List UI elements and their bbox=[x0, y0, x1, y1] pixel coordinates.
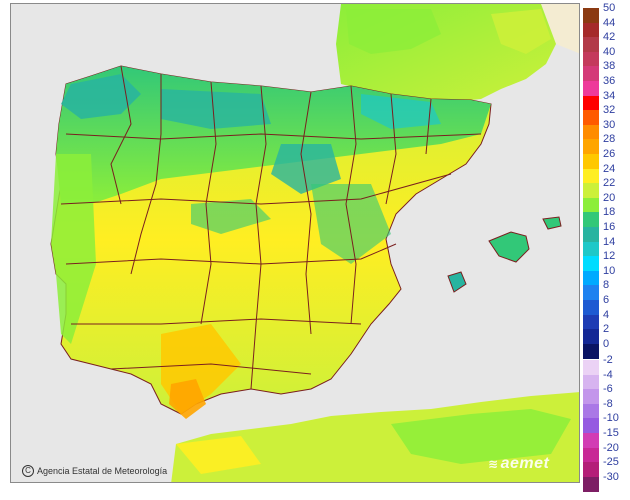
legend-swatch-pos-2 bbox=[583, 37, 599, 53]
legend-swatch-pos-11 bbox=[583, 168, 599, 184]
legend-label-pos-23: 0 bbox=[603, 337, 610, 350]
legend-label-pos-0: 50 bbox=[603, 2, 616, 14]
credit-text: C Agencia Estatal de Meteorología bbox=[22, 465, 167, 477]
menorca bbox=[542, 216, 562, 230]
legend-label-pos-17: 12 bbox=[603, 250, 616, 263]
legend-label-pos-2: 42 bbox=[603, 31, 616, 44]
legend-swatch-pos-20 bbox=[583, 300, 599, 316]
france-warm-patch bbox=[491, 9, 551, 54]
morocco-warm-patch bbox=[176, 436, 261, 474]
legend-swatch-pos-14 bbox=[583, 212, 599, 228]
legend-label-pos-5: 36 bbox=[603, 75, 616, 87]
legend-label-neg-0: -2 bbox=[603, 354, 613, 366]
legend-swatch-neg-8 bbox=[583, 476, 599, 492]
legend-label-pos-7: 32 bbox=[603, 104, 616, 117]
legend-swatch-neg-5 bbox=[583, 433, 599, 449]
legend-swatch-neg-0 bbox=[583, 360, 599, 376]
cantabria-cool-patch bbox=[161, 89, 271, 129]
legend-label-pos-18: 10 bbox=[603, 264, 616, 277]
temperature-map bbox=[10, 3, 580, 483]
legend-label-neg-4: -10 bbox=[603, 412, 619, 425]
legend-label-pos-8: 30 bbox=[603, 118, 616, 131]
legend-swatch-pos-6 bbox=[583, 95, 599, 111]
legend-label-pos-14: 18 bbox=[603, 206, 616, 219]
legend-swatch-neg-3 bbox=[583, 403, 599, 419]
legend-swatch-pos-13 bbox=[583, 197, 599, 213]
legend-swatch-pos-0 bbox=[583, 8, 599, 24]
legend-swatch-pos-7 bbox=[583, 110, 599, 126]
legend-swatch-neg-2 bbox=[583, 389, 599, 405]
legend-label-neg-7: -25 bbox=[603, 456, 619, 469]
legend-label-pos-10: 26 bbox=[603, 148, 616, 160]
legend-label-pos-9: 28 bbox=[603, 133, 616, 146]
legend-label-pos-15: 16 bbox=[603, 221, 616, 233]
legend-swatch-pos-3 bbox=[583, 51, 599, 67]
aemet-logo: ≋ aemet bbox=[488, 455, 549, 473]
legend-label-pos-4: 38 bbox=[603, 60, 616, 73]
legend-swatch-pos-5 bbox=[583, 81, 599, 97]
legend-label-neg-3: -8 bbox=[603, 397, 613, 410]
pyrenees-cold-patch bbox=[361, 94, 441, 129]
legend-label-pos-19: 8 bbox=[603, 279, 610, 292]
legend-swatch-pos-19 bbox=[583, 285, 599, 301]
credit-label: Agencia Estatal de Meteorología bbox=[37, 466, 168, 476]
legend-swatch-pos-18 bbox=[583, 270, 599, 286]
legend-swatch-pos-8 bbox=[583, 124, 599, 140]
logo-text: aemet bbox=[500, 455, 550, 472]
legend-label-pos-3: 40 bbox=[603, 45, 616, 58]
legend-label-pos-1: 44 bbox=[603, 16, 616, 29]
legend-swatch-pos-12 bbox=[583, 183, 599, 199]
mallorca bbox=[488, 231, 530, 263]
legend-swatch-pos-17 bbox=[583, 256, 599, 272]
iberian-system-cool-patch bbox=[271, 144, 341, 194]
legend-swatch-pos-16 bbox=[583, 241, 599, 257]
algeria-cool-patch bbox=[391, 409, 571, 464]
ibiza bbox=[447, 271, 467, 293]
france-cool-patch bbox=[346, 9, 441, 54]
legend-label-pos-6: 34 bbox=[603, 89, 616, 102]
legend-label-neg-5: -15 bbox=[603, 427, 619, 439]
legend-label-neg-1: -4 bbox=[603, 368, 613, 381]
temperature-legend: 50 44 42 40 38 36 34 32 30 28 26 24 22 20 18 16 14 12 10 8 6… bbox=[583, 3, 628, 492]
legend-label-pos-21: 4 bbox=[603, 308, 610, 321]
seville-hot-spot bbox=[169, 379, 206, 419]
legend-swatch-neg-6 bbox=[583, 447, 599, 463]
legend-label-neg-6: -20 bbox=[603, 441, 619, 454]
legend-label-pos-16: 14 bbox=[603, 235, 616, 248]
copyright-icon: C bbox=[22, 465, 34, 477]
legend-label-pos-12: 22 bbox=[603, 177, 616, 190]
legend-swatch-neg-4 bbox=[583, 418, 599, 434]
legend-swatch-pos-1 bbox=[583, 22, 599, 38]
portugal-west-band bbox=[51, 154, 96, 344]
galicia-cool-patch bbox=[61, 74, 141, 119]
legend-swatch-pos-9 bbox=[583, 139, 599, 155]
legend-label-pos-13: 20 bbox=[603, 191, 616, 204]
legend-label-pos-11: 24 bbox=[603, 162, 616, 175]
legend-swatch-neg-7 bbox=[583, 462, 599, 478]
legend-swatch-pos-4 bbox=[583, 66, 599, 82]
legend-swatch-pos-10 bbox=[583, 154, 599, 170]
land-outside-area bbox=[541, 4, 579, 54]
legend-label-neg-8: -30 bbox=[603, 470, 619, 483]
legend-label-pos-22: 2 bbox=[603, 323, 610, 336]
legend-swatch-pos-23 bbox=[583, 343, 599, 359]
central-cool-patch bbox=[191, 199, 271, 234]
legend-label-pos-20: 6 bbox=[603, 294, 610, 306]
legend-swatch-pos-21 bbox=[583, 314, 599, 330]
legend-swatch-pos-22 bbox=[583, 329, 599, 345]
province-borders bbox=[60, 65, 482, 390]
legend-swatch-neg-1 bbox=[583, 374, 599, 390]
logo-swoosh-icon: ≋ bbox=[488, 457, 499, 471]
east-cool-patch bbox=[311, 184, 391, 264]
legend-swatch-pos-15 bbox=[583, 227, 599, 243]
legend-label-neg-2: -6 bbox=[603, 383, 613, 396]
